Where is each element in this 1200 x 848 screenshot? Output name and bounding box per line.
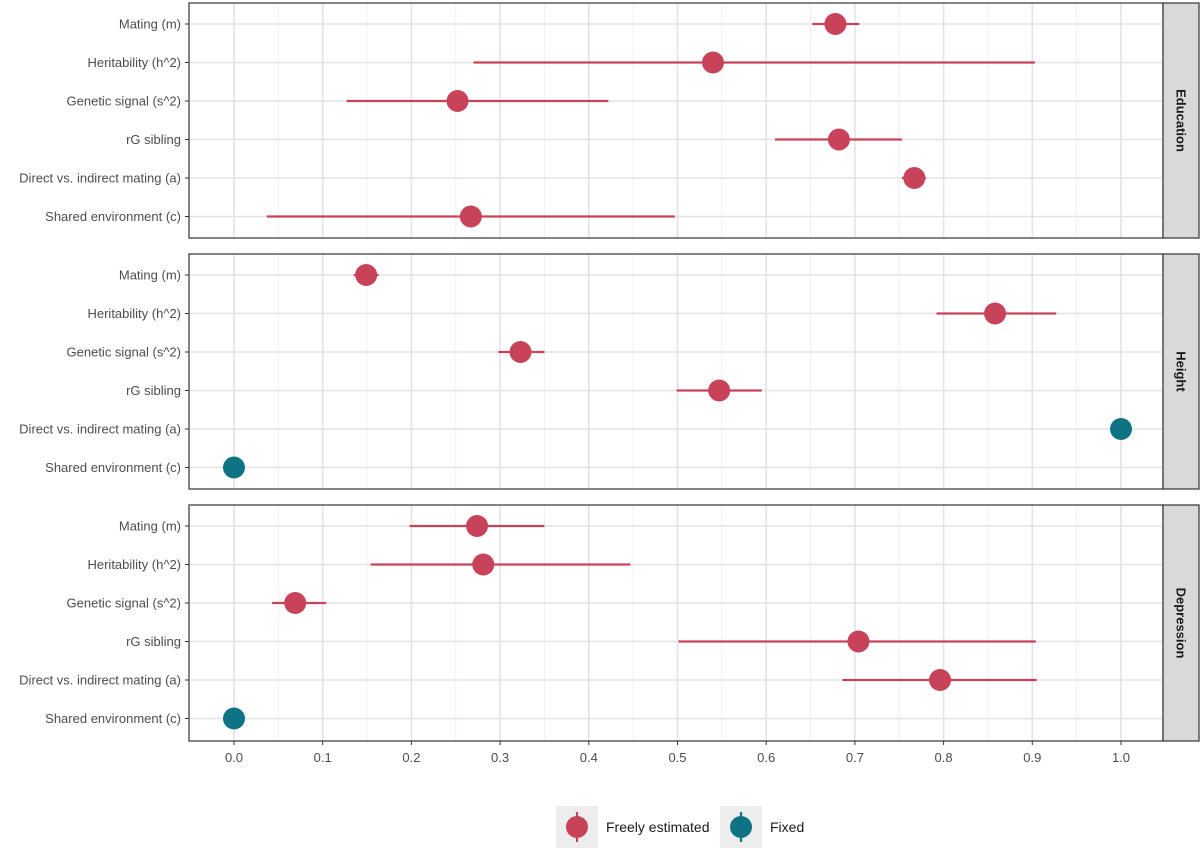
estimate-point xyxy=(223,456,245,479)
panel-height: Mating (m) Heritability (h^2) Genetic sign… xyxy=(19,253,1200,490)
estimate-point xyxy=(708,379,731,402)
estimate-point xyxy=(903,167,926,189)
estimate-point xyxy=(509,341,532,363)
y-tick-label: Shared environment (c) xyxy=(45,209,181,224)
estimate-point xyxy=(827,128,850,151)
facet-label-depression: Depression xyxy=(1174,588,1189,659)
facet-strip xyxy=(1162,2,1200,239)
x-tick-label: 0.0 xyxy=(225,750,243,765)
estimate-point xyxy=(1110,418,1132,440)
y-tick-label: Direct vs. indirect mating (a) xyxy=(19,422,181,437)
legend-item-freely-estimated: Freely estimated xyxy=(556,806,709,848)
y-tick-label: Heritability (h^2) xyxy=(87,306,181,321)
panel-depression: Mating (m) Heritability (h^2) Genetic sign… xyxy=(19,504,1200,742)
estimate-point xyxy=(824,13,847,35)
y-tick-label: Direct vs. indirect mating (a) xyxy=(19,171,181,186)
x-tick-label: 0.9 xyxy=(1023,750,1041,765)
grid-lines xyxy=(189,254,1163,489)
panel-background xyxy=(189,254,1163,489)
x-axis: 0.0 0.1 0.2 0.3 0.4 0.5 0.6 0.7 0.8 0.9 1.0 xyxy=(225,741,1130,765)
estimate-point xyxy=(223,707,245,730)
y-tick-label: rG sibling xyxy=(126,634,181,649)
estimate-point xyxy=(984,302,1007,325)
facet-strip xyxy=(1162,253,1200,490)
y-tick-label: Mating (m) xyxy=(119,519,181,534)
x-tick-label: 1.0 xyxy=(1112,750,1130,765)
legend-key-point xyxy=(566,816,588,838)
estimate-point xyxy=(284,592,307,614)
x-tick-label: 0.7 xyxy=(846,750,864,765)
estimate-point xyxy=(929,669,952,691)
legend-label: Freely estimated xyxy=(606,819,709,835)
y-tick-label: Direct vs. indirect mating (a) xyxy=(19,673,181,688)
estimate-point xyxy=(701,51,724,74)
x-tick-label: 0.8 xyxy=(935,750,953,765)
y-tick-label: Heritability (h^2) xyxy=(87,557,181,572)
y-tick-label: Genetic signal (s^2) xyxy=(67,94,181,109)
panel-background xyxy=(189,505,1163,741)
legend-label: Fixed xyxy=(770,819,804,835)
y-tick-label: Mating (m) xyxy=(119,17,181,32)
y-tick-label: rG sibling xyxy=(126,383,181,398)
estimate-point xyxy=(446,90,469,112)
facet-label-height: Height xyxy=(1174,351,1189,392)
y-tick-label: Heritability (h^2) xyxy=(87,55,181,70)
legend-item-fixed: Fixed xyxy=(720,806,804,848)
y-tick-label: Genetic signal (s^2) xyxy=(67,345,181,360)
facet-label-education: Education xyxy=(1174,89,1189,152)
y-tick-label: Mating (m) xyxy=(119,268,181,283)
estimate-point xyxy=(472,553,495,576)
y-tick-label: Genetic signal (s^2) xyxy=(67,596,181,611)
estimate-point xyxy=(459,205,482,228)
x-tick-label: 0.6 xyxy=(757,750,775,765)
y-tick-label: rG sibling xyxy=(126,132,181,147)
x-tick-label: 0.1 xyxy=(314,750,332,765)
x-tick-label: 0.2 xyxy=(402,750,420,765)
legend-key-point xyxy=(730,816,752,838)
panel-education: Mating (m) Heritability (h^2) Genetic sign… xyxy=(19,2,1200,239)
x-tick-label: 0.4 xyxy=(580,750,598,765)
panel-background xyxy=(189,3,1163,238)
y-tick-label: Shared environment (c) xyxy=(45,460,181,475)
y-tick-label: Shared environment (c) xyxy=(45,711,181,726)
legend: Freely estimated Fixed xyxy=(556,806,804,848)
facet-strip xyxy=(1162,504,1200,742)
estimate-point xyxy=(466,515,489,537)
estimate-point xyxy=(355,264,378,286)
x-tick-label: 0.3 xyxy=(491,750,509,765)
x-tick-label: 0.5 xyxy=(668,750,686,765)
estimate-point xyxy=(847,630,870,653)
